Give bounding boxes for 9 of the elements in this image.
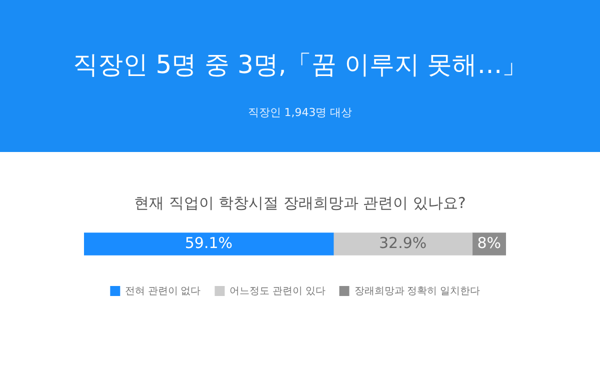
- text: 현재 직업이 학창시절 장래희망과 관련이 있나요?: [133, 194, 467, 214]
- legend-label: 장래희망과 정확히 일치한다: [354, 286, 480, 297]
- legend-label: 전혀 관련이 없다: [125, 286, 201, 297]
- chart-subtitle: 직장인 1,943명 대상: [246, 105, 354, 120]
- chart-title: 직장인 5명 중 3명,「꿈 이루지 못해…」: [72, 49, 528, 81]
- data-label: 59.1%: [184, 234, 233, 252]
- legend-label: 어느정도 관련이 있다: [230, 286, 326, 297]
- data-label: 32.9%: [378, 234, 427, 252]
- data-label: 8%: [477, 234, 502, 252]
